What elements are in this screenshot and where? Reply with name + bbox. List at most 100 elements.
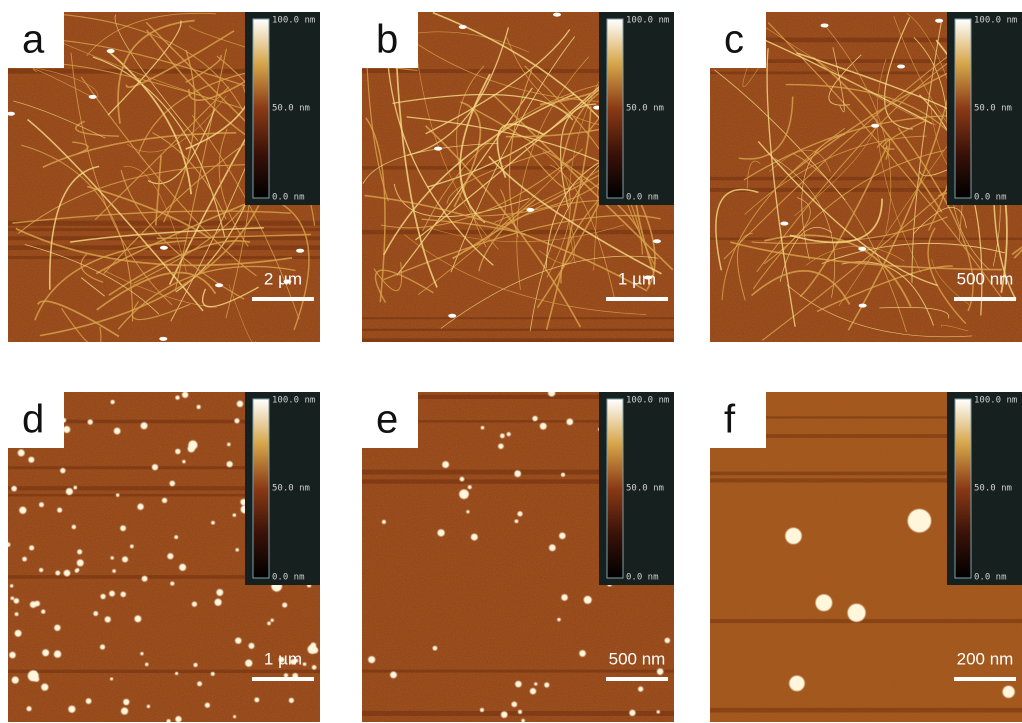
particle (312, 665, 317, 670)
particle (160, 246, 168, 250)
particle (140, 652, 143, 655)
particle (100, 594, 105, 599)
scale-bar-label: 500 nm (957, 269, 1014, 288)
particle (532, 416, 537, 421)
particle (780, 222, 788, 226)
colorbar-middle: 50.0 nm (272, 484, 310, 494)
particle (501, 711, 508, 718)
colorbar-middle: 50.0 nm (626, 484, 664, 494)
particle (111, 556, 114, 559)
particle (9, 652, 16, 659)
particle (514, 470, 521, 477)
panel-label: c (724, 18, 744, 62)
particle (63, 426, 70, 433)
particle (41, 610, 45, 614)
particle (368, 656, 375, 663)
particle (437, 529, 444, 536)
particle (390, 671, 397, 678)
particle (638, 686, 643, 691)
particle (481, 426, 484, 429)
particle (75, 569, 79, 573)
particle (234, 418, 239, 423)
particle (267, 622, 271, 626)
particle (7, 112, 15, 116)
afm-panel: e100.0 nm50.0 nm0.0 nm500 nm (362, 389, 676, 722)
particle (73, 486, 77, 490)
particle (100, 644, 105, 649)
particle (167, 553, 173, 559)
particle (188, 440, 197, 449)
particle (192, 602, 197, 607)
colorbar-gradient (253, 399, 269, 578)
panel-label: e (376, 398, 398, 442)
scan-line (8, 670, 320, 673)
particle (460, 477, 465, 482)
particle (433, 646, 438, 651)
particle (39, 502, 44, 507)
particle (382, 520, 386, 524)
particle (296, 249, 304, 253)
colorbar-bottom: 0.0 nm (626, 193, 659, 203)
particle (174, 535, 178, 539)
particle (871, 124, 879, 128)
particle (500, 434, 505, 439)
colorbar-gradient (607, 399, 623, 578)
particle (233, 513, 237, 517)
particle (566, 418, 573, 425)
particle (11, 486, 17, 492)
particle (498, 443, 503, 448)
particle (197, 405, 201, 409)
particle (657, 710, 660, 713)
particle (121, 707, 128, 714)
particle (88, 419, 93, 424)
particle (29, 545, 34, 550)
particle (227, 443, 231, 447)
scale-bar-label: 1 µm (264, 649, 302, 668)
particle (653, 239, 661, 243)
particle (159, 337, 167, 341)
particle (526, 208, 534, 212)
particle (515, 681, 521, 687)
particle (57, 508, 62, 513)
particle (303, 662, 306, 665)
afm-panel: a100.0 nm50.0 nm0.0 nm2 µm (7, 12, 320, 348)
colorbar-gradient (253, 19, 269, 198)
particle (54, 625, 60, 631)
particle (235, 637, 241, 643)
colorbar-bottom: 0.0 nm (626, 573, 659, 583)
particle (665, 638, 670, 643)
panel-label: f (724, 398, 736, 442)
scale-bar-label: 500 nm (609, 649, 666, 668)
particle (39, 568, 43, 572)
particle (175, 395, 179, 399)
colorbar-gradient (955, 19, 971, 198)
particle (60, 468, 65, 473)
particle (897, 65, 905, 69)
particle (215, 283, 223, 287)
particle (175, 716, 181, 722)
scan-line (8, 228, 320, 231)
particle (89, 95, 97, 99)
particle (211, 672, 215, 676)
particle (72, 525, 76, 529)
particle (579, 650, 586, 657)
scan-line (710, 619, 1022, 623)
particle (142, 576, 148, 582)
particle (11, 596, 15, 600)
particle (42, 649, 49, 656)
particle (284, 673, 288, 677)
particle (561, 473, 565, 477)
scan-line (362, 670, 674, 673)
colorbar-bottom: 0.0 nm (974, 573, 1007, 583)
particle (141, 422, 148, 429)
scan-line (710, 708, 1022, 713)
scale-bar (954, 297, 1016, 301)
particle (41, 684, 48, 691)
afm-panel: c100.0 nm50.0 nm0.0 nm500 nm (710, 12, 1022, 342)
panel-label: b (376, 18, 398, 62)
particle (434, 147, 442, 151)
particle (6, 542, 11, 547)
particle (1003, 686, 1015, 698)
scan-line (362, 329, 674, 331)
particle (216, 589, 223, 596)
